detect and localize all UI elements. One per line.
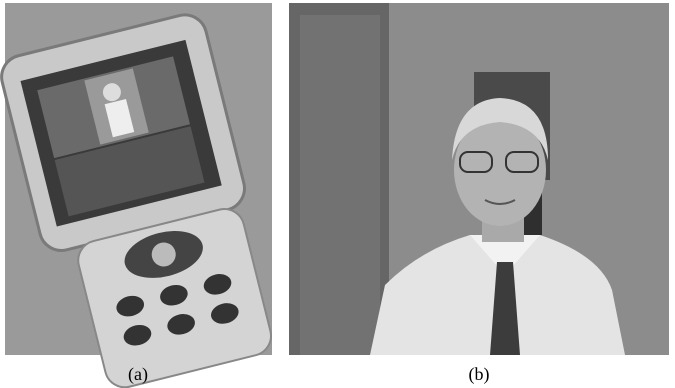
photos xyxy=(0,0,675,388)
caption: (b) xyxy=(449,364,509,385)
figure: (a) (b) xyxy=(0,0,675,388)
photo-a xyxy=(0,3,285,388)
caption: (a) xyxy=(108,364,168,385)
photo-b xyxy=(289,3,669,355)
